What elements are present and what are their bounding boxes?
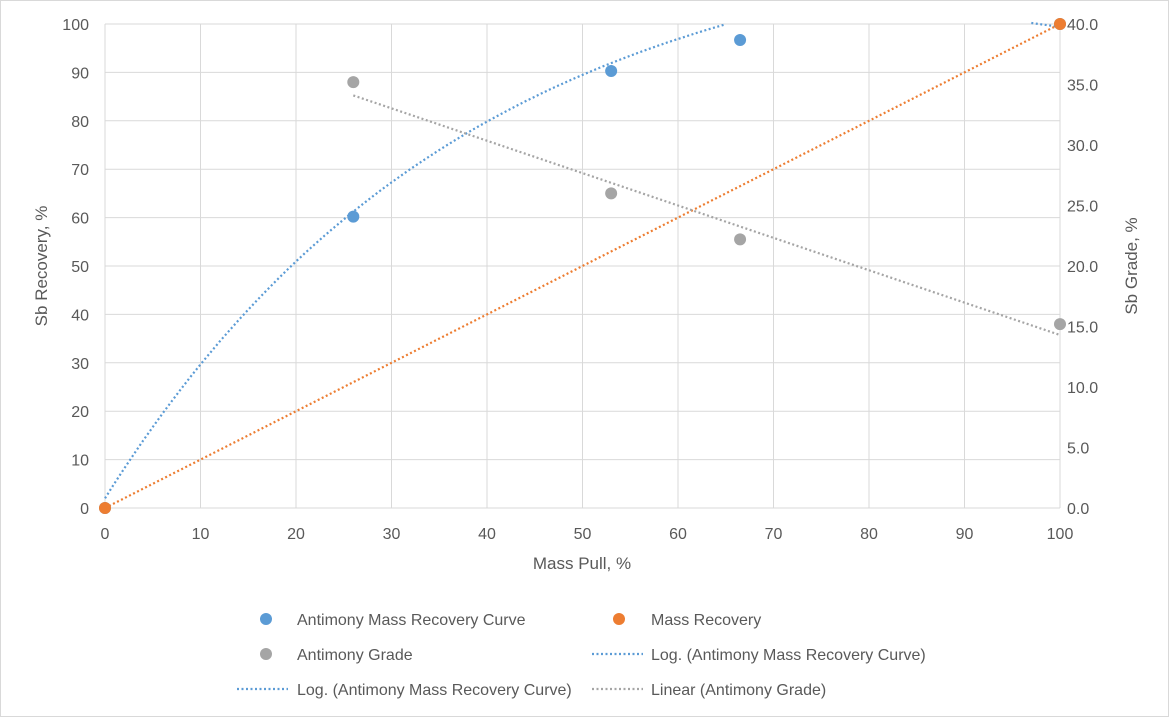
- y2-axis-ticks: 0.0 5.0 10.0 15.0 20.0 25.0 30.0 35.0 40.0: [1067, 17, 1098, 518]
- y2-axis-title: Sb Grade, %: [1122, 217, 1141, 314]
- y-tick-label-5: 50: [71, 259, 89, 276]
- y2-tick-label-6: 30.0: [1067, 138, 1098, 155]
- point-grade-0: [347, 76, 360, 89]
- y-axis-ticks: 0 10 20 30 40 50 60 70 80 90 100: [62, 17, 89, 518]
- grid: [104, 23, 1061, 509]
- point-mass-1: [1054, 18, 1066, 30]
- x-axis-ticks: 0 10 20 30 40 50 60 70 80 90 100: [101, 526, 1074, 543]
- x-tick-label-3: 30: [383, 526, 401, 543]
- legend-marker-recovery: [260, 613, 272, 625]
- legend-label-log-2: Log. (Antimony Mass Recovery Curve): [297, 682, 572, 699]
- y-tick-label-6: 60: [71, 211, 89, 228]
- point-recovery-3: [734, 33, 747, 46]
- y2-tick-label-3: 15.0: [1067, 320, 1098, 337]
- trendline-log-recovery: [104, 23, 727, 499]
- x-tick-label-6: 60: [669, 526, 687, 543]
- y-tick-label-10: 100: [62, 17, 89, 34]
- data-points: [99, 18, 1066, 514]
- point-recovery-2: [605, 64, 618, 77]
- y2-tick-label-0: 0.0: [1067, 501, 1089, 518]
- trendline-linear-grade: [352, 94, 1061, 337]
- y-axis-title: Sb Recovery, %: [32, 206, 51, 327]
- x-tick-label-9: 90: [956, 526, 974, 543]
- legend-label-mass: Mass Recovery: [651, 612, 761, 629]
- y2-tick-label-2: 10.0: [1067, 380, 1098, 397]
- point-grade-3: [1054, 318, 1066, 331]
- x-tick-label-0: 0: [101, 526, 110, 543]
- x-tick-label-10: 100: [1047, 526, 1074, 543]
- y-tick-label-8: 80: [71, 114, 89, 131]
- y2-tick-label-8: 40.0: [1067, 17, 1098, 34]
- x-tick-label-1: 10: [192, 526, 210, 543]
- y-tick-label-4: 40: [71, 307, 89, 324]
- point-recovery-1: [347, 210, 360, 223]
- legend-label-linear: Linear (Antimony Grade): [651, 682, 826, 699]
- trendline-mass-recovery: [104, 23, 1061, 509]
- legend: Antimony Mass Recovery Curve Mass Recove…: [237, 612, 926, 699]
- y2-tick-label-5: 25.0: [1067, 199, 1098, 216]
- point-grade-1: [605, 187, 618, 200]
- x-tick-label-2: 20: [287, 526, 305, 543]
- y2-tick-label-1: 5.0: [1067, 441, 1089, 458]
- legend-label-recovery: Antimony Mass Recovery Curve: [297, 612, 526, 629]
- legend-marker-grade: [260, 648, 272, 660]
- legend-label-log-1: Log. (Antimony Mass Recovery Curve): [651, 647, 926, 664]
- x-tick-label-8: 80: [860, 526, 878, 543]
- legend-label-grade: Antimony Grade: [297, 647, 413, 664]
- point-mass-0: [99, 502, 111, 514]
- y-tick-label-3: 30: [71, 356, 89, 373]
- y-tick-label-9: 90: [71, 65, 89, 82]
- y-tick-label-0: 0: [80, 501, 89, 518]
- point-grade-2: [734, 233, 747, 246]
- y-tick-label-2: 20: [71, 404, 89, 421]
- legend-marker-mass: [613, 613, 625, 625]
- x-tick-label-7: 70: [765, 526, 783, 543]
- x-tick-label-4: 40: [478, 526, 496, 543]
- x-axis-title: Mass Pull, %: [533, 554, 631, 573]
- y-tick-label-7: 70: [71, 162, 89, 179]
- y2-tick-label-7: 35.0: [1067, 78, 1098, 95]
- x-tick-label-5: 50: [574, 526, 592, 543]
- y-tick-label-1: 10: [71, 453, 89, 470]
- y2-tick-label-4: 20.0: [1067, 259, 1098, 276]
